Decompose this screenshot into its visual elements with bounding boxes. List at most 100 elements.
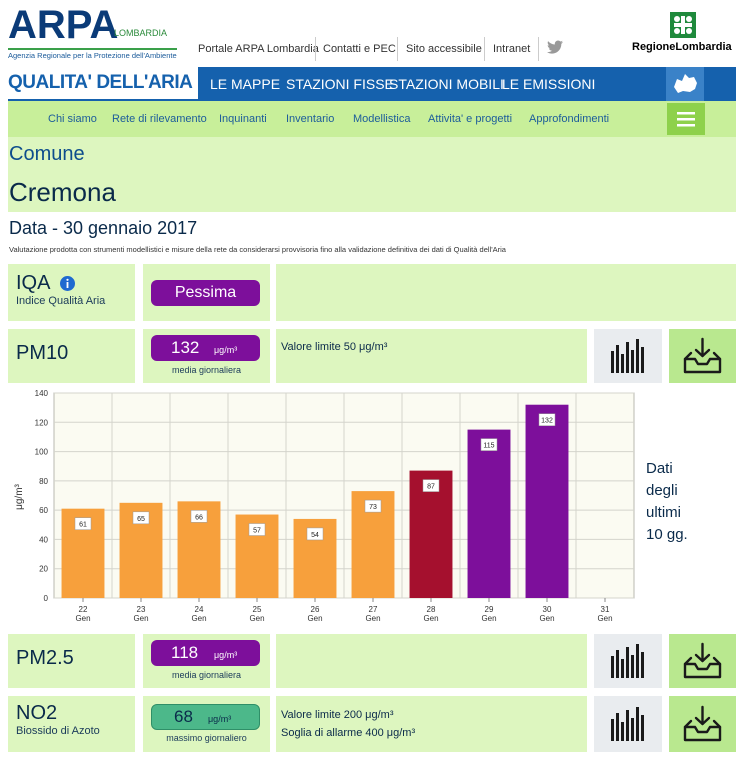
- pm10-label-panel: PM10: [8, 329, 135, 383]
- data-label-box: [74, 517, 92, 530]
- x-tick-label: Gen: [365, 614, 380, 623]
- bar-chart-icon: [611, 339, 644, 373]
- link-portale[interactable]: Portale ARPA Lombardia: [198, 43, 319, 55]
- pm10-download-button[interactable]: [669, 329, 736, 383]
- nav-mappe[interactable]: LE MAPPE: [210, 76, 281, 92]
- bar-chart-icon: [611, 644, 644, 678]
- side-line-2: degli: [646, 482, 678, 499]
- pm25-info-panel: [276, 634, 587, 688]
- side-line-1: Dati: [646, 460, 673, 477]
- data-label: 54: [311, 532, 319, 539]
- data-label-box: [422, 479, 440, 492]
- y-tick-label: 40: [39, 535, 48, 544]
- data-label: 61: [79, 522, 87, 529]
- x-tick-label: Gen: [539, 614, 554, 623]
- site-title[interactable]: QUALITA' DELL'ARIA: [8, 72, 193, 93]
- twitter-icon[interactable]: [547, 40, 563, 54]
- data-label-box: [480, 438, 498, 451]
- pm10-value-panel: 132 μg/m³ media giornaliera: [143, 329, 270, 383]
- x-tick-label: Gen: [249, 614, 264, 623]
- map-button[interactable]: [666, 67, 704, 101]
- data-label: 87: [427, 484, 435, 491]
- y-tick-label: 100: [35, 448, 49, 457]
- logo-sub: LOMBARDIA: [114, 28, 168, 38]
- y-tick-label: 0: [44, 594, 49, 603]
- no2-value-panel: 68 μg/m³ massimo giornaliero: [143, 696, 270, 752]
- side-line-4: 10 gg.: [646, 526, 688, 543]
- data-label: 65: [137, 516, 145, 523]
- nav-stazioni-fisse[interactable]: STAZIONI FISSE: [286, 76, 394, 92]
- subnav-chi-siamo[interactable]: Chi siamo: [48, 113, 97, 125]
- pm10-label: PM10: [16, 342, 69, 364]
- data-label: 57: [253, 528, 261, 535]
- side-line-3: ultimi: [646, 504, 682, 521]
- bar[interactable]: [467, 429, 511, 598]
- y-tick-label: 20: [39, 565, 48, 574]
- lombardy-map-icon: [674, 74, 697, 93]
- link-contatti[interactable]: Contatti e PEC: [323, 43, 396, 55]
- pm25-sub: media giornaliera: [171, 670, 242, 680]
- no2-info-panel: Valore limite 200 μg/m³ Soglia di allarm…: [276, 696, 587, 752]
- logo-text: ARPA: [8, 4, 118, 42]
- subnav-inventario[interactable]: Inventario: [286, 113, 335, 125]
- download-tray-icon: [683, 642, 722, 679]
- pm10-badge: 132 μg/m³: [151, 335, 260, 361]
- link-accessibile[interactable]: Sito accessibile: [406, 43, 482, 55]
- iqa-label-panel: IQA Indice Qualità Aria: [8, 264, 135, 321]
- pm10-info-panel: Valore limite 50 μg/m³: [276, 329, 587, 383]
- disclaimer: Valutazione prodotta con strumenti model…: [9, 245, 506, 254]
- subnav-inquinanti[interactable]: Inquinanti: [219, 113, 267, 125]
- x-tick-label: 26: [311, 605, 320, 614]
- iqa-label: IQA: [16, 272, 51, 294]
- x-tick-label: 28: [427, 605, 436, 614]
- no2-sublabel: Biossido di Azoto: [16, 725, 100, 737]
- data-label: 66: [195, 514, 203, 521]
- subnav-approfondimenti[interactable]: Approfondimenti: [529, 113, 610, 125]
- nav-stazioni-mobili[interactable]: STAZIONI MOBILI: [389, 76, 504, 92]
- regione-lombardia-logo[interactable]: RegioneLombardia: [630, 12, 740, 54]
- link-intranet[interactable]: Intranet: [493, 43, 531, 55]
- x-tick-label: 31: [601, 605, 610, 614]
- iqa-sublabel: Indice Qualità Aria: [16, 295, 106, 307]
- pm10-unit: μg/m³: [214, 345, 238, 355]
- date-line: Data - 30 gennaio 2017: [9, 218, 198, 238]
- data-label-box: [538, 413, 556, 426]
- x-tick-label: Gen: [133, 614, 148, 623]
- subnav-rete[interactable]: Rete di rilevamento: [112, 113, 207, 125]
- comune-label: Comune: [9, 143, 85, 165]
- rosa-camuna-icon: [670, 12, 696, 38]
- nav-emissioni[interactable]: LE EMISSIONI: [502, 76, 596, 92]
- agency-name: Agenzia Regionale per la Protezione dell…: [8, 48, 177, 60]
- data-label: 73: [369, 504, 377, 511]
- x-tick-label: 30: [543, 605, 552, 614]
- pm10-chart-button[interactable]: [594, 329, 662, 383]
- pm25-chart-button[interactable]: [594, 634, 662, 688]
- x-tick-label: Gen: [75, 614, 90, 623]
- info-icon[interactable]: [60, 276, 75, 291]
- hamburger-icon: [677, 112, 695, 127]
- data-label-box: [306, 527, 324, 541]
- bar-chart-icon: [611, 707, 644, 741]
- no2-chart-button[interactable]: [594, 696, 662, 752]
- download-tray-icon: [683, 337, 722, 374]
- no2-label: NO2: [16, 702, 58, 724]
- menu-button[interactable]: [667, 103, 705, 135]
- iqa-info-panel: [276, 264, 736, 321]
- pm25-download-button[interactable]: [669, 634, 736, 688]
- no2-badge: 68 μg/m³: [151, 704, 260, 730]
- bar[interactable]: [525, 404, 569, 598]
- x-tick-label: Gen: [423, 614, 438, 623]
- iqa-badge: Pessima: [151, 280, 260, 306]
- pm10-sub: media giornaliera: [171, 365, 242, 375]
- subnav-progetti[interactable]: Attivita' e progetti: [428, 113, 513, 125]
- chart-side-note: Dati degli ultimi 10 gg.: [646, 458, 688, 546]
- pm25-value-panel: 118 μg/m³ media giornaliera: [143, 634, 270, 688]
- y-tick-label: 140: [35, 389, 49, 398]
- no2-value: 68: [174, 707, 193, 726]
- pm25-value: 118: [171, 643, 199, 662]
- no2-download-button[interactable]: [669, 696, 736, 752]
- subnav-modellistica[interactable]: Modellistica: [353, 113, 411, 125]
- arpa-logo[interactable]: ARPA LOMBARDIA Agenzia Regionale per la …: [8, 3, 178, 60]
- no2-limit: Valore limite 200 μg/m³: [281, 709, 394, 721]
- city-name: Cremona: [9, 177, 116, 207]
